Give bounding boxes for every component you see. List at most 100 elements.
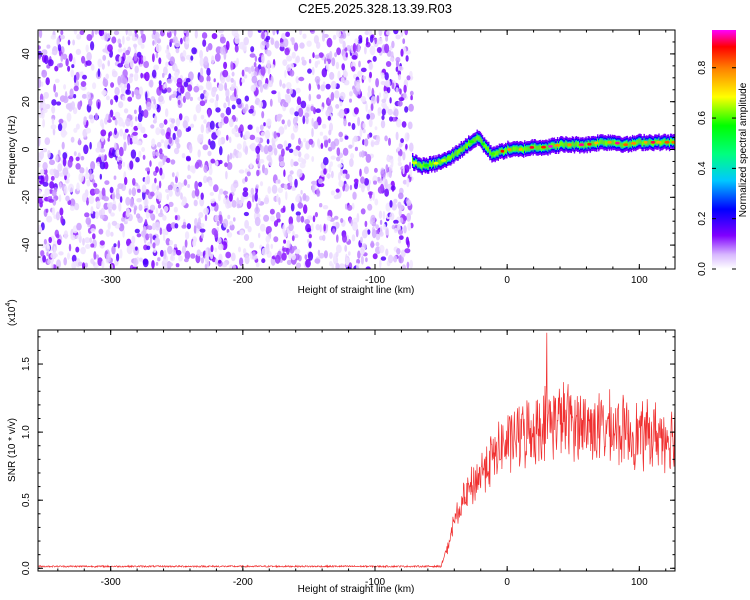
noise-speckle	[302, 33, 307, 39]
noise-speckle	[375, 224, 379, 230]
noise-speckle	[115, 192, 121, 200]
noise-speckle	[167, 262, 174, 267]
noise-speckle	[233, 179, 239, 188]
noise-speckle	[284, 69, 287, 79]
noise-speckle	[310, 105, 315, 112]
noise-speckle	[362, 122, 366, 129]
ridge-band	[480, 138, 483, 143]
noise-speckle	[184, 258, 189, 263]
noise-speckle	[359, 246, 365, 255]
ridge-band	[525, 147, 527, 152]
noise-speckle	[183, 179, 188, 186]
noise-speckle	[290, 158, 294, 168]
noise-speckle	[285, 146, 290, 151]
noise-speckle	[270, 37, 275, 46]
ridge-band	[655, 139, 657, 144]
noise-speckle	[314, 211, 318, 218]
noise-speckle	[409, 210, 413, 215]
noise-speckle	[393, 219, 399, 224]
noise-speckle	[82, 74, 87, 80]
noise-speckle	[122, 161, 126, 167]
noise-speckle	[51, 118, 55, 125]
noise-speckle	[404, 30, 408, 36]
noise-speckle	[222, 218, 229, 228]
noise-speckle	[331, 170, 334, 179]
noise-speckle	[395, 60, 400, 68]
ridge-peak	[664, 140, 670, 144]
noise-speckle	[323, 168, 327, 175]
noise-speckle	[225, 251, 232, 259]
noise-speckle	[341, 63, 346, 71]
noise-speckle	[241, 78, 246, 83]
noise-speckle	[376, 135, 381, 144]
noise-speckle	[265, 235, 271, 243]
noise-speckle	[105, 229, 111, 237]
noise-speckle	[276, 194, 279, 202]
noise-speckle	[200, 67, 204, 77]
noise-speckle	[125, 196, 131, 206]
noise-speckle	[351, 202, 355, 210]
noise-speckle	[300, 100, 307, 109]
noise-speckle	[348, 144, 353, 149]
noise-speckle	[255, 136, 261, 143]
noise-speckle	[282, 224, 286, 234]
noise-speckle	[90, 228, 96, 233]
noise-speckle	[277, 179, 281, 184]
noise-speckle	[344, 203, 348, 210]
ridge-band	[573, 143, 576, 149]
noise-speckle	[93, 251, 97, 260]
noise-speckle	[49, 159, 55, 166]
noise-speckle	[214, 214, 219, 222]
noise-speckle	[308, 58, 312, 64]
noise-speckle	[338, 172, 341, 181]
noise-speckle	[329, 122, 333, 132]
ridge-band	[475, 137, 477, 142]
noise-speckle	[400, 249, 406, 258]
noise-speckle	[276, 218, 281, 223]
noise-speckle	[207, 150, 212, 157]
noise-speckle	[94, 30, 98, 35]
noise-speckle	[133, 207, 137, 215]
ridge-band	[606, 141, 608, 146]
noise-speckle	[213, 184, 219, 193]
noise-speckle	[406, 177, 410, 188]
noise-speckle	[288, 223, 294, 232]
noise-speckle	[229, 224, 235, 231]
ridge-band	[477, 136, 479, 141]
noise-speckle	[68, 183, 74, 193]
noise-speckle	[325, 83, 331, 90]
noise-speckle	[125, 49, 130, 56]
noise-speckle	[331, 57, 336, 67]
noise-speckle	[102, 78, 109, 87]
ridge-peak	[615, 141, 620, 145]
noise-speckle	[118, 101, 124, 109]
noise-speckle	[291, 186, 296, 191]
noise-speckle	[199, 100, 206, 107]
noise-speckle	[263, 122, 266, 127]
noise-speckle	[255, 184, 259, 189]
noise-speckle	[44, 137, 51, 146]
ridge-band	[467, 143, 469, 149]
noise-speckle	[282, 59, 288, 66]
ridge-band	[537, 145, 540, 151]
noise-speckle	[345, 257, 350, 262]
noise-speckle	[286, 88, 291, 94]
ridge-band	[575, 141, 578, 146]
noise-speckle	[269, 208, 275, 215]
noise-speckle	[125, 117, 131, 127]
noise-speckle	[357, 250, 361, 259]
noise-speckle	[402, 38, 406, 45]
noise-speckle	[154, 115, 158, 122]
noise-speckle	[167, 30, 170, 33]
noise-speckle	[63, 84, 67, 90]
ridge-band	[668, 141, 671, 146]
ridge-band	[514, 146, 516, 152]
noise-speckle	[401, 264, 407, 269]
ridge-band	[592, 141, 595, 146]
noise-speckle	[305, 223, 311, 233]
noise-speckle	[163, 232, 166, 242]
noise-speckle	[360, 95, 366, 103]
ridge-band	[622, 143, 624, 148]
noise-speckle	[291, 254, 296, 261]
